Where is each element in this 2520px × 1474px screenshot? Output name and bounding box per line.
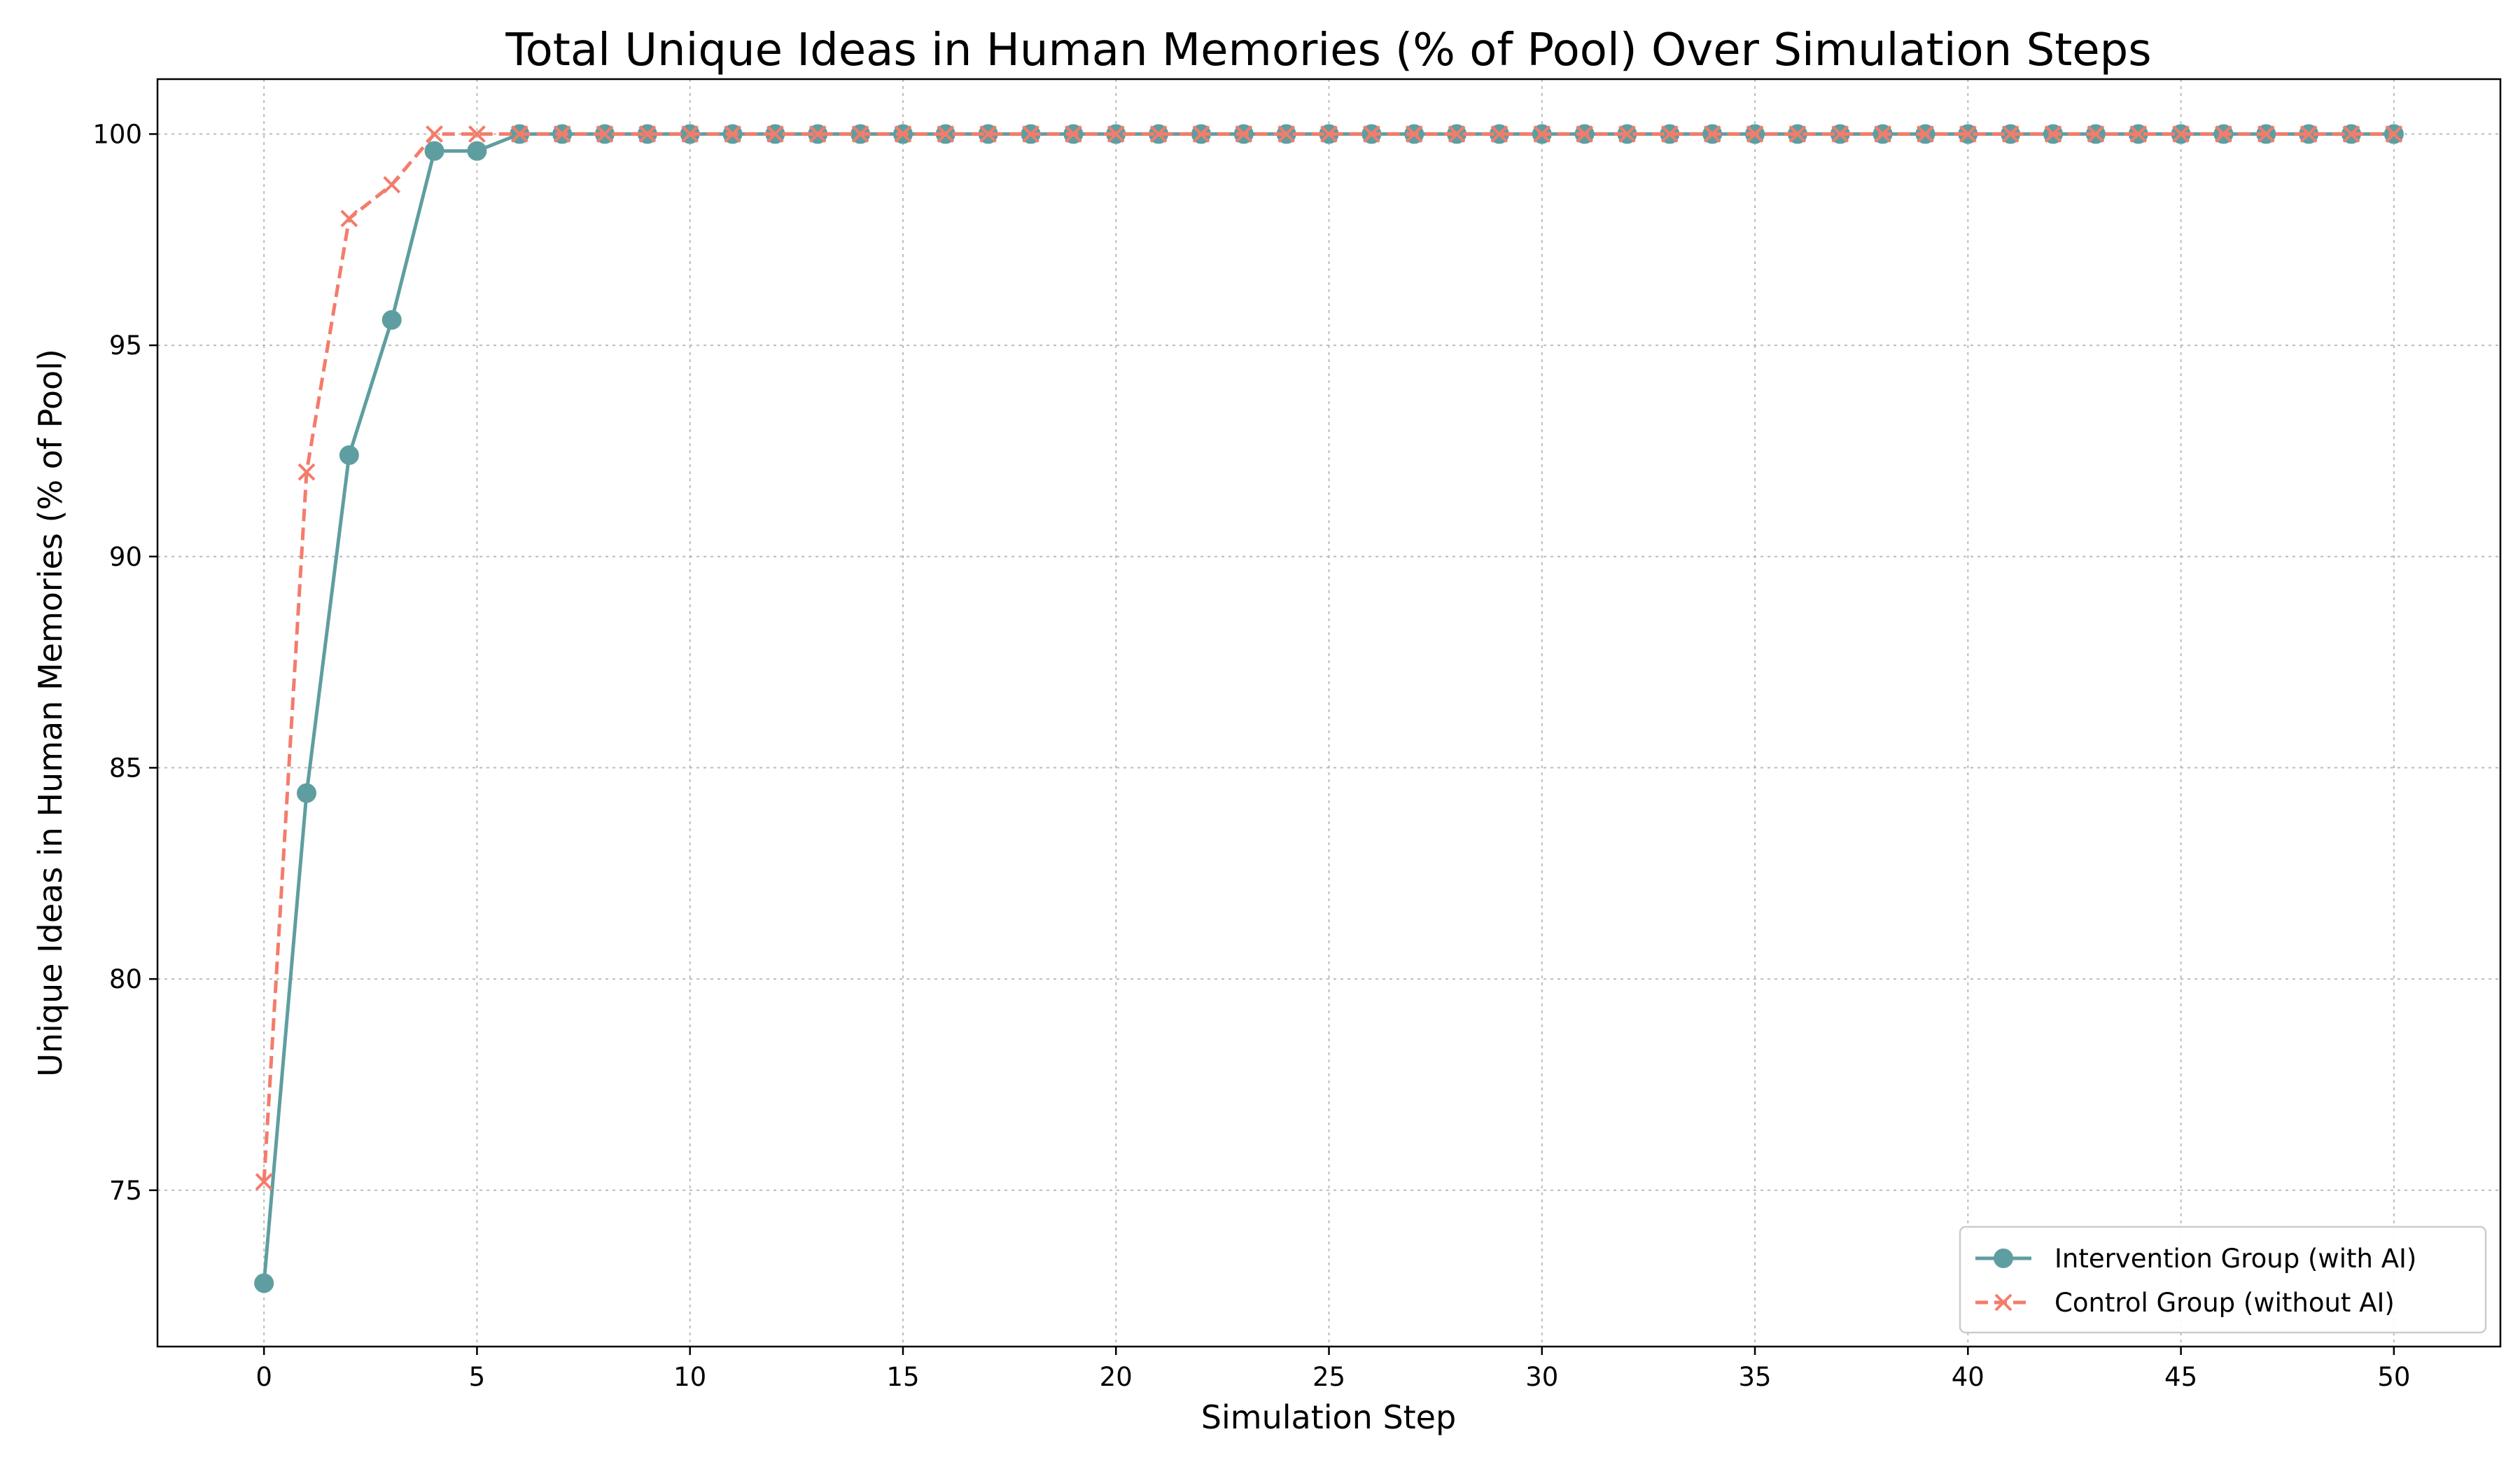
data-point xyxy=(2129,125,2148,143)
data-point xyxy=(1490,125,1508,143)
y-tick-label: 90 xyxy=(109,542,142,572)
data-point xyxy=(1064,125,1082,143)
data-point xyxy=(1192,125,1210,143)
data-point xyxy=(851,125,869,143)
data-point xyxy=(1235,125,1253,143)
data-point xyxy=(894,125,912,143)
data-point xyxy=(2257,125,2275,143)
data-point xyxy=(383,176,401,194)
data-point xyxy=(1576,125,1594,143)
data-point xyxy=(1703,125,1721,143)
x-tick-label: 40 xyxy=(1952,1362,1984,1392)
data-point xyxy=(2300,125,2318,143)
x-tick-label: 10 xyxy=(673,1362,706,1392)
data-point xyxy=(467,141,487,161)
y-axis-label: Unique Ideas in Human Memories (% of Poo… xyxy=(31,349,69,1077)
x-tick-label: 20 xyxy=(1100,1362,1133,1392)
data-point xyxy=(1278,125,1296,143)
data-point xyxy=(979,125,997,143)
data-point xyxy=(1959,125,1977,143)
data-point xyxy=(255,1173,273,1191)
data-point xyxy=(424,141,444,161)
series-line xyxy=(262,132,2394,1182)
series-2 xyxy=(255,125,2403,1191)
data-point xyxy=(298,463,316,481)
data-point xyxy=(2215,125,2232,143)
data-point xyxy=(1107,125,1125,143)
x-tick-label: 45 xyxy=(2164,1362,2197,1392)
data-point xyxy=(1746,125,1764,143)
data-point xyxy=(596,125,614,143)
data-point xyxy=(553,125,571,143)
data-point xyxy=(2087,125,2105,143)
data-point xyxy=(1022,125,1040,143)
legend-box xyxy=(1959,1225,2487,1334)
chart-title: Total Unique Ideas in Human Memories (% … xyxy=(505,25,2151,76)
data-point xyxy=(1831,125,1849,143)
data-point xyxy=(382,310,402,330)
data-point xyxy=(1660,125,1679,143)
data-point xyxy=(1448,125,1466,143)
x-tick-label: 50 xyxy=(2377,1362,2410,1392)
data-point xyxy=(937,125,955,143)
data-point xyxy=(254,1273,274,1293)
data-point xyxy=(1618,125,1636,143)
data-point xyxy=(340,209,358,228)
x-tick-label: 25 xyxy=(1312,1362,1345,1392)
data-point xyxy=(2385,125,2403,143)
data-point xyxy=(724,125,741,143)
legend-label: Intervention Group (with AI) xyxy=(2054,1244,2416,1274)
series-layer xyxy=(254,124,2404,1293)
data-point xyxy=(766,125,784,143)
tick-layer: 0 5 10 15 20 25 30 35 40 45 50 75 80 85 90 95 100 xyxy=(92,119,2410,1392)
y-tick-label: 100 xyxy=(92,119,142,149)
y-tick-label: 95 xyxy=(109,331,142,361)
data-point xyxy=(638,125,657,143)
x-axis-label: Simulation Step xyxy=(1201,1398,1456,1436)
data-point xyxy=(1405,125,1423,143)
data-point xyxy=(2044,125,2062,143)
data-point xyxy=(296,783,316,803)
y-tick-label: 85 xyxy=(109,753,142,783)
data-point xyxy=(2172,125,2190,143)
x-tick-label: 15 xyxy=(886,1362,919,1392)
x-tick-label: 30 xyxy=(1525,1362,1558,1392)
data-point xyxy=(339,445,359,465)
legend-marker xyxy=(1994,1249,2013,1268)
legend: Intervention Group (with AI) Control Grou… xyxy=(1959,1225,2487,1334)
data-point xyxy=(1149,125,1168,143)
y-tick-label: 80 xyxy=(109,964,142,994)
legend-entries: Intervention Group (with AI) Control Grou… xyxy=(1975,1244,2416,1318)
data-point xyxy=(808,125,827,143)
legend-label: Control Group (without AI) xyxy=(2054,1288,2395,1318)
data-point xyxy=(1874,125,1892,143)
data-point xyxy=(1533,125,1551,143)
y-tick-label: 75 xyxy=(109,1176,142,1206)
data-point xyxy=(2342,125,2360,143)
data-point xyxy=(1917,125,1934,143)
data-point xyxy=(468,125,486,143)
data-point xyxy=(1788,125,1807,143)
x-tick-label: 35 xyxy=(1738,1362,1771,1392)
legend-marker xyxy=(1994,1293,2012,1312)
data-point xyxy=(1320,125,1338,143)
x-tick-label: 0 xyxy=(255,1362,272,1392)
data-point xyxy=(1362,125,1380,143)
x-tick-label: 5 xyxy=(469,1362,486,1392)
data-point xyxy=(681,125,699,143)
data-point xyxy=(2001,125,2019,143)
data-point xyxy=(510,125,528,143)
data-point xyxy=(426,125,443,143)
